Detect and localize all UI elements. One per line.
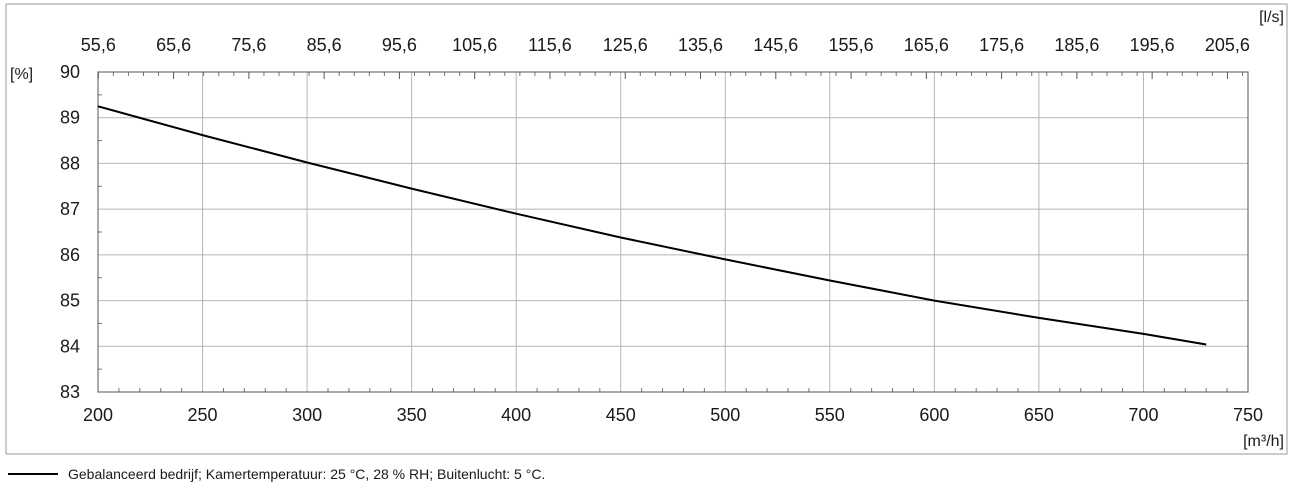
minor-ticks [97, 72, 1243, 392]
y-tick-label: 86 [60, 245, 80, 265]
x2-tick-label: 165,6 [904, 35, 949, 55]
x2-tick-label: 85,6 [307, 35, 342, 55]
x2-tick-label: 185,6 [1054, 35, 1099, 55]
x2-tick-label: 75,6 [231, 35, 266, 55]
x-tick-label: 350 [397, 405, 427, 425]
y-axis-tick-labels: 83 84 85 86 87 88 89 90 [60, 62, 80, 402]
x2-axis-tick-labels: 55,6 65,6 75,6 85,6 95,6 105,6 115,6 125,6 135,6… [81, 35, 1250, 55]
legend-swatch [8, 473, 58, 475]
series-line [97, 105, 1207, 346]
x2-tick-label: 155,6 [829, 35, 874, 55]
x-tick-label: 550 [815, 405, 845, 425]
grid [98, 72, 1248, 392]
x-tick-label: 700 [1128, 405, 1158, 425]
x2-tick-label: 195,6 [1130, 35, 1175, 55]
legend-label: Gebalanceerd bedrijf; Kamertemperatuur: … [68, 466, 546, 482]
x-tick-label: 450 [606, 405, 636, 425]
plot-area [97, 71, 1249, 393]
x-tick-label: 400 [501, 405, 531, 425]
x-tick-label: 750 [1233, 405, 1263, 425]
x-tick-label: 200 [83, 405, 113, 425]
x2-tick-label: 65,6 [156, 35, 191, 55]
x2-tick-label: 105,6 [452, 35, 497, 55]
series [97, 105, 1207, 346]
x-axis-tick-labels: 200 250 300 350 400 450 500 550 600 650 700 750 [83, 405, 1263, 425]
x2-tick-label: 175,6 [979, 35, 1024, 55]
legend: Gebalanceerd bedrijf; Kamertemperatuur: … [8, 466, 545, 482]
y-axis-unit-label: [%] [10, 66, 33, 83]
x-axis-unit-label: [m³/h] [1243, 433, 1284, 450]
x2-axis-unit-label: [l/s] [1259, 9, 1284, 26]
x2-tick-label: 125,6 [603, 35, 648, 55]
chart-frame [5, 3, 1288, 455]
x-tick-label: 500 [710, 405, 740, 425]
x2-tick-label: 145,6 [753, 35, 798, 55]
x2-tick-label: 55,6 [81, 35, 116, 55]
y-tick-label: 85 [60, 291, 80, 311]
x-tick-label: 650 [1024, 405, 1054, 425]
y-tick-label: 90 [60, 62, 80, 82]
y-tick-label: 87 [60, 199, 80, 219]
x2-tick-label: 95,6 [382, 35, 417, 55]
x2-tick-label: 205,6 [1205, 35, 1250, 55]
x2-tick-label: 135,6 [678, 35, 723, 55]
x-tick-label: 600 [919, 405, 949, 425]
y-tick-label: 83 [60, 382, 80, 402]
x-tick-label: 250 [188, 405, 218, 425]
y-tick-label: 89 [60, 108, 80, 128]
x2-tick-label: 115,6 [528, 35, 572, 55]
x-tick-label: 300 [292, 405, 322, 425]
y-tick-label: 88 [60, 153, 80, 173]
y-tick-label: 84 [60, 336, 80, 356]
